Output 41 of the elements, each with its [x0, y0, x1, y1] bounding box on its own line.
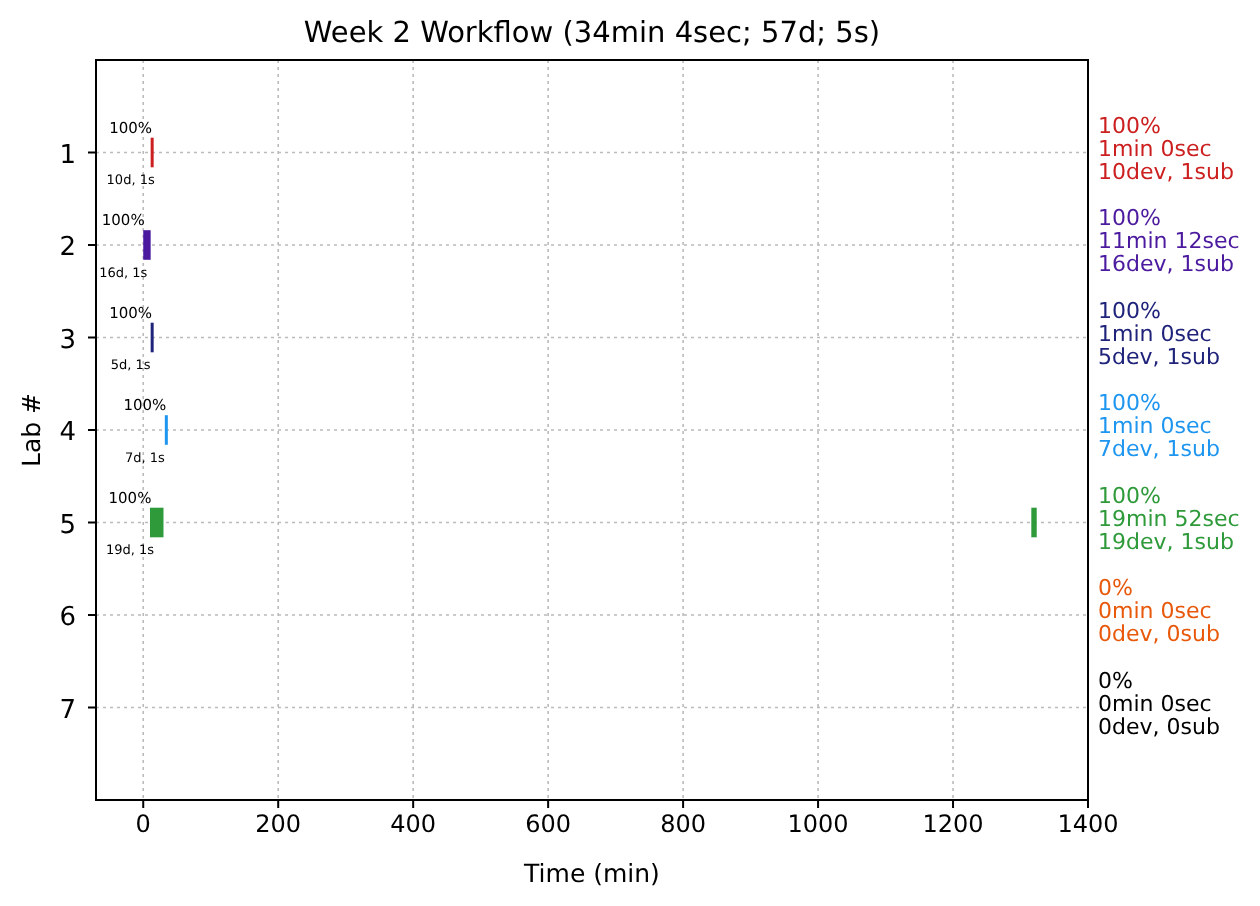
y-tick-label: 1 [59, 140, 76, 171]
text: 0dev, 0sub [1098, 621, 1220, 647]
text: 0% [1098, 667, 1133, 694]
text: 0min 0sec [1098, 690, 1212, 717]
text: 1min 0sec [1098, 413, 1212, 439]
text: 0min 0sec [1098, 598, 1212, 624]
text: 1min 0sec [1098, 320, 1212, 347]
bar [143, 230, 151, 260]
bar [1031, 507, 1037, 538]
y-axis-title: Lab # [16, 392, 46, 468]
text: 19dev, 1sub [1098, 528, 1234, 555]
x-tick-label: 800 [660, 810, 707, 838]
x-tick-label: 1400 [1057, 810, 1119, 838]
y-tick-label: 4 [59, 418, 76, 448]
text: 0% [1098, 575, 1133, 601]
text: 100% [1098, 205, 1161, 231]
text: 11min 12sec [1098, 228, 1240, 254]
x-tick-label: 0 [135, 810, 151, 838]
text: 100% [1098, 482, 1161, 509]
y-tick-label: 5 [59, 510, 76, 541]
x-tick-label: 200 [255, 810, 302, 838]
text: 19min 52sec [1098, 505, 1240, 532]
y-tick-label: 6 [59, 603, 76, 633]
y-tick-label: 3 [59, 325, 76, 356]
text: 100% [1098, 297, 1161, 324]
text: 7dev, 1sub [1098, 436, 1220, 462]
text: 100% [1098, 112, 1161, 139]
chart-title: Week 2 Workflow (34min 4sec; 57d; 5s) [303, 18, 881, 50]
x-axis-title: Time (min) [522, 858, 660, 888]
text: 0dev, 0sub [1098, 713, 1220, 740]
x-tick-label: 600 [525, 810, 572, 838]
text: 1min 0sec [1098, 135, 1212, 162]
x-tick-label: 1000 [787, 810, 849, 838]
text: 5dev, 1sub [1098, 343, 1220, 370]
x-tick-label: 1200 [922, 810, 984, 838]
y-tick-label: 7 [59, 695, 76, 726]
text: 10dev, 1sub [1098, 158, 1234, 185]
text: 100% [1098, 390, 1161, 416]
text: 16dev, 1sub [1098, 251, 1234, 277]
x-tick-label: 400 [390, 810, 437, 838]
y-tick-label: 2 [59, 233, 76, 263]
